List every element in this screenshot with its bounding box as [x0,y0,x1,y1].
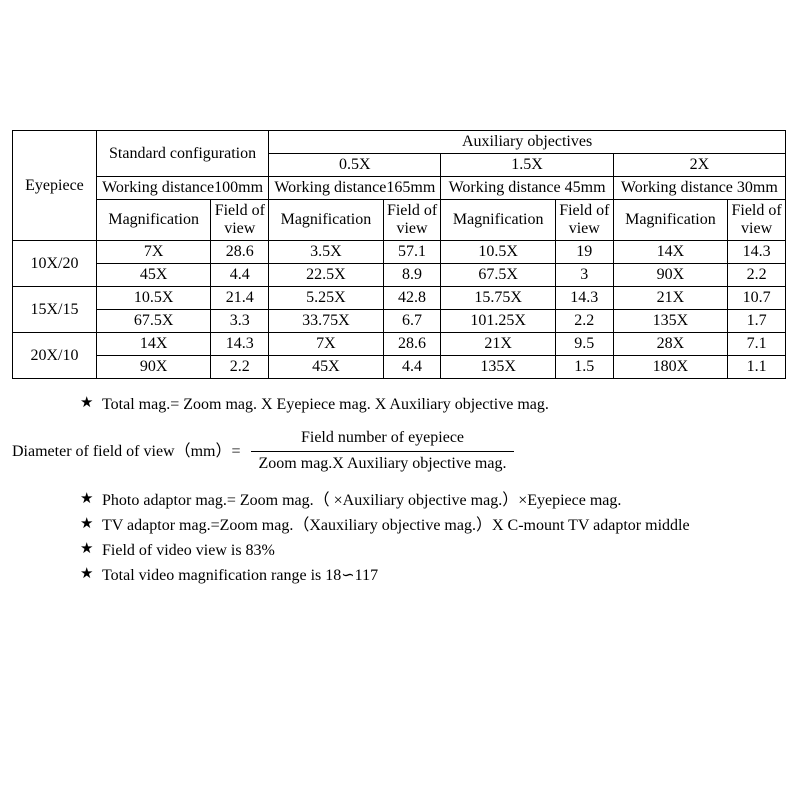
cell: 3 [555,264,613,287]
eyepiece-label: 20X/10 [13,333,97,379]
notes-section: Total mag.= Zoom mag. X Eyepiece mag. X … [10,393,790,588]
cell: 9.5 [555,333,613,356]
cell: 6.7 [383,310,441,333]
formula-lhs: Diameter of field of view（mm）= [10,440,241,463]
table-header-row-1: Eyepiece Standard configuration Auxiliar… [13,131,786,154]
cell: 19 [555,241,613,264]
cell: 67.5X [441,264,555,287]
header-wd100: Working distance100mm [96,177,268,200]
cell: 22.5X [269,264,383,287]
cell: 45X [269,356,383,379]
header-2x: 2X [613,154,785,177]
formula-fraction: Field number of eyepiece Zoom mag.X Auxi… [251,428,515,475]
cell: 14.3 [555,287,613,310]
header-0-5x: 0.5X [269,154,441,177]
cell: 57.1 [383,241,441,264]
cell: 21X [613,287,727,310]
header-wd30: Working distance 30mm [613,177,785,200]
header-standard-config: Standard configuration [96,131,268,177]
table-row: 45X4.4 22.5X8.9 67.5X3 90X2.2 [13,264,786,287]
magnification-table: Eyepiece Standard configuration Auxiliar… [12,130,786,379]
cell: 28X [613,333,727,356]
note-video-mag-range: Total video magnification range is 18∽11… [80,564,762,587]
header-1-5x: 1.5X [441,154,613,177]
cell: 3.5X [269,241,383,264]
cell: 2.2 [211,356,269,379]
cell: 21X [441,333,555,356]
cell: 1.5 [555,356,613,379]
cell: 90X [613,264,727,287]
cell: 7X [96,241,210,264]
cell: 67.5X [96,310,210,333]
cell: 15.75X [441,287,555,310]
document-page: Eyepiece Standard configuration Auxiliar… [0,0,800,588]
cell: 28.6 [383,333,441,356]
note-video-fov: Field of video view is 83% [80,539,762,562]
cell: 10.5X [441,241,555,264]
note-tv-adaptor: TV adaptor mag.=Zoom mag.（Xauxiliary obj… [80,514,762,537]
cell: 7X [269,333,383,356]
cell: 10.7 [728,287,786,310]
eyepiece-label: 15X/15 [13,287,97,333]
cell: 10.5X [96,287,210,310]
header-eyepiece: Eyepiece [13,131,97,241]
cell: 90X [96,356,210,379]
cell: 4.4 [383,356,441,379]
cell: 4.4 [211,264,269,287]
table-row: 15X/15 10.5X21.4 5.25X42.8 15.75X14.3 21… [13,287,786,310]
cell: 7.1 [728,333,786,356]
header-fov: Field of view [383,200,441,241]
header-aux-objectives: Auxiliary objectives [269,131,786,154]
table-header-row-3: Working distance100mm Working distance16… [13,177,786,200]
cell: 180X [613,356,727,379]
cell: 8.9 [383,264,441,287]
table-row: 67.5X3.3 33.75X6.7 101.25X2.2 135X1.7 [13,310,786,333]
cell: 3.3 [211,310,269,333]
field-of-view-formula: Diameter of field of view（mm）= Field num… [10,428,790,475]
table-row: 90X2.2 45X4.4 135X1.5 180X1.1 [13,356,786,379]
header-mag: Magnification [613,200,727,241]
cell: 2.2 [555,310,613,333]
header-fov: Field of view [728,200,786,241]
header-mag: Magnification [269,200,383,241]
cell: 135X [613,310,727,333]
header-fov: Field of view [211,200,269,241]
cell: 33.75X [269,310,383,333]
header-wd45: Working distance 45mm [441,177,613,200]
cell: 5.25X [269,287,383,310]
formula-numerator: Field number of eyepiece [293,428,472,451]
table-row: 20X/10 14X14.3 7X28.6 21X9.5 28X7.1 [13,333,786,356]
table-header-row-4: Magnification Field of view Magnificatio… [13,200,786,241]
note-total-mag: Total mag.= Zoom mag. X Eyepiece mag. X … [80,393,762,416]
table-row: 10X/20 7X28.6 3.5X57.1 10.5X19 14X14.3 [13,241,786,264]
eyepiece-label: 10X/20 [13,241,97,287]
cell: 14X [96,333,210,356]
cell: 14.3 [728,241,786,264]
cell: 14X [613,241,727,264]
cell: 42.8 [383,287,441,310]
header-wd165: Working distance165mm [269,177,441,200]
cell: 101.25X [441,310,555,333]
cell: 21.4 [211,287,269,310]
cell: 1.7 [728,310,786,333]
cell: 1.1 [728,356,786,379]
cell: 28.6 [211,241,269,264]
header-mag: Magnification [441,200,555,241]
cell: 45X [96,264,210,287]
header-fov: Field of view [555,200,613,241]
header-mag: Magnification [96,200,210,241]
cell: 14.3 [211,333,269,356]
note-photo-adaptor: Photo adaptor mag.= Zoom mag.（ ×Auxiliar… [80,489,762,512]
cell: 2.2 [728,264,786,287]
cell: 135X [441,356,555,379]
formula-denominator: Zoom mag.X Auxiliary objective mag. [251,451,515,475]
